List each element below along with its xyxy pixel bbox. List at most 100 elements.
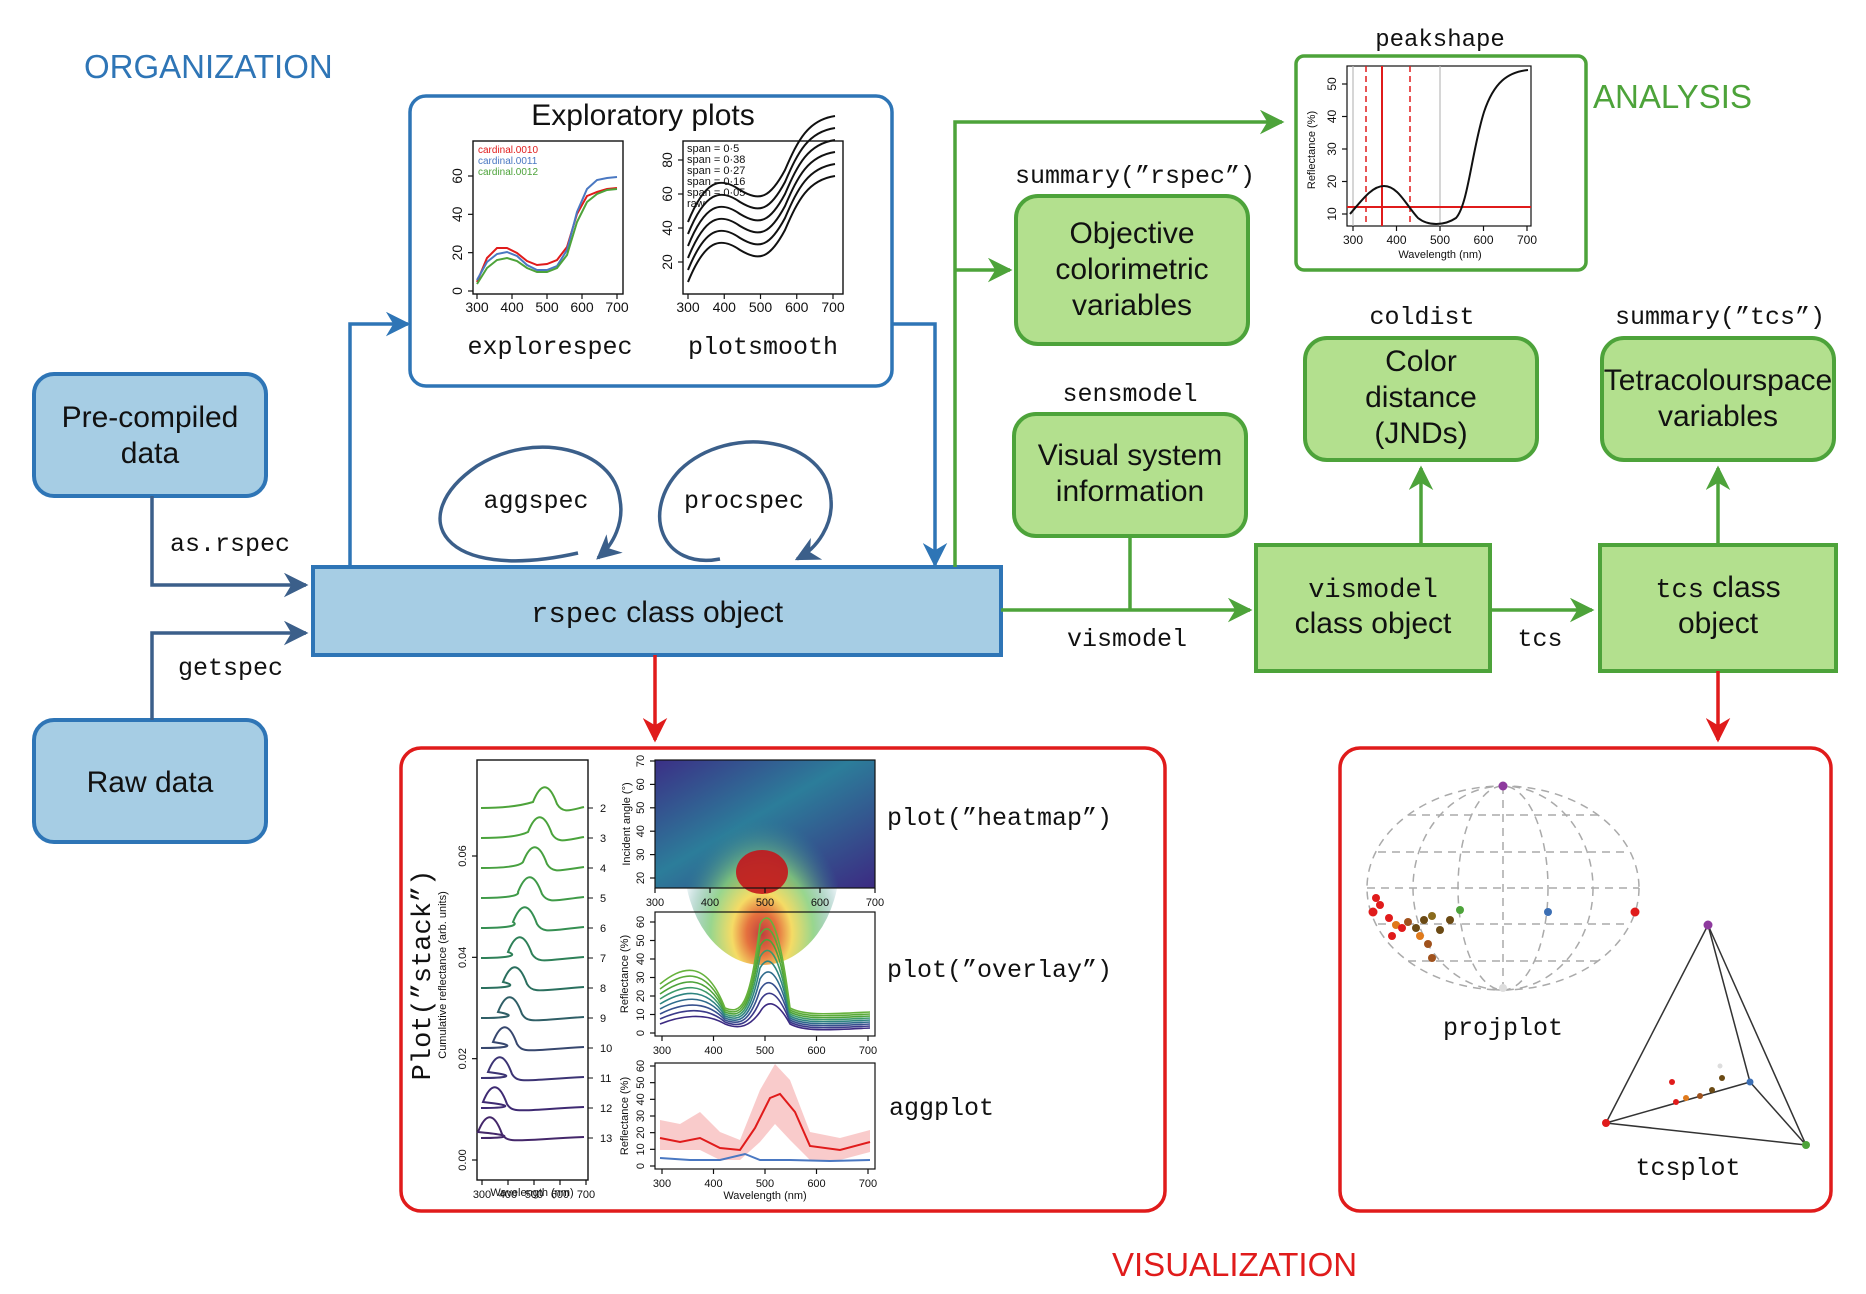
plotsmooth-ytick-label: 40 bbox=[659, 220, 675, 236]
stack-xtick-label: 400 bbox=[499, 1189, 517, 1201]
procspec-loop[interactable] bbox=[657, 440, 833, 563]
plotsmooth-curve bbox=[687, 175, 836, 283]
overlay-curve bbox=[659, 917, 871, 1015]
stack-xtick-label: 700 bbox=[577, 1189, 595, 1201]
projplot-point bbox=[1404, 918, 1412, 926]
rspec-class-object[interactable]: rspec class object bbox=[311, 565, 1003, 657]
peakshape-xtick-label: 600 bbox=[1473, 233, 1493, 247]
heatmap-xtick-label: 700 bbox=[866, 897, 884, 909]
stack-index-label: 11 bbox=[600, 1073, 611, 1085]
overlay-curve bbox=[659, 938, 871, 1019]
explorespec-series-blue bbox=[476, 176, 618, 281]
stack-ytick-label: 0.06 bbox=[457, 845, 469, 866]
heatmap-xtick-label: 300 bbox=[646, 897, 664, 909]
aggplot-fn-label: aggplot bbox=[889, 1094, 994, 1123]
overlay-xtick-label: 400 bbox=[704, 1045, 722, 1057]
precompiled-data-box[interactable]: Pre-compiled data bbox=[32, 372, 268, 498]
peakshape-ylabel: Reflectance (%) bbox=[1306, 111, 1318, 189]
summary-rspec-label: summary(”rspec”) bbox=[1015, 162, 1255, 191]
aggplot-xtick-label: 300 bbox=[653, 1178, 671, 1190]
stack-curve bbox=[480, 966, 585, 992]
aggplot-xtick-label: 600 bbox=[807, 1178, 825, 1190]
explorespec-ytick-label: 40 bbox=[449, 206, 465, 222]
overlay-plot: 300 400 500 600 700 0 10 20 30 40 50 60 Reflectance… bbox=[619, 911, 877, 1057]
visual-system-box[interactable]: Visual system information bbox=[1012, 412, 1248, 538]
overlay-ytick-label: 60 bbox=[635, 916, 647, 928]
stack-curve bbox=[480, 1026, 585, 1052]
aggplot-ytick-label: 60 bbox=[635, 1060, 647, 1072]
objective-line3: variables bbox=[1072, 289, 1192, 322]
stack-xtick-label: 300 bbox=[473, 1189, 491, 1201]
aggplot-xtick-label: 400 bbox=[704, 1178, 722, 1190]
plotsmooth-xtick-label: 700 bbox=[821, 299, 845, 315]
stack-axes: 300 400 500 600 700 0.00 0.02 0.04 0.06 bbox=[457, 845, 595, 1201]
plotsmooth-label: plotsmooth bbox=[688, 333, 838, 362]
heatmap-ytick-label: 70 bbox=[635, 755, 647, 767]
peakshape-xtick-label: 300 bbox=[1343, 233, 1363, 247]
overlay-ytick-label: 0 bbox=[635, 1030, 647, 1036]
stack-curve bbox=[480, 906, 585, 932]
overlay-xtick-label: 300 bbox=[653, 1045, 671, 1057]
heatmap-ytick-label: 60 bbox=[635, 778, 647, 790]
aggspec-loop[interactable] bbox=[438, 445, 623, 563]
projplot-point bbox=[1428, 912, 1436, 920]
stack-curve bbox=[480, 1056, 585, 1082]
tcsplot-label: tcsplot bbox=[1635, 1154, 1740, 1183]
aggplot-ytick-label: 40 bbox=[635, 1093, 647, 1105]
projplot-point bbox=[1372, 894, 1380, 902]
peakshape-xtick-label: 400 bbox=[1386, 233, 1406, 247]
peakshape-xlabel: Wavelength (nm) bbox=[1398, 249, 1481, 261]
aggplot-axes: 300 400 500 600 700 0 10 20 30 40 50 60 bbox=[635, 1060, 877, 1190]
plotsmooth-plot: 300 400 500 600 700 20 40 60 80 span = 0·5 span … bbox=[659, 115, 845, 315]
stack-index-label: 8 bbox=[600, 983, 606, 995]
explorespec-xtick-label: 400 bbox=[500, 299, 524, 315]
tetra-line2: variables bbox=[1658, 400, 1778, 433]
color-distance-box[interactable]: Color distance (JNDs) bbox=[1303, 336, 1539, 462]
overlay-ytick-label: 30 bbox=[635, 971, 647, 983]
peakshape-ytick-label: 40 bbox=[1325, 110, 1339, 124]
stack-index-label: 5 bbox=[600, 893, 606, 905]
plotsmooth-legend-2: span = 0·38 bbox=[687, 154, 745, 166]
plotsmooth-curve bbox=[687, 151, 836, 259]
peakshape-ytick-label: 20 bbox=[1325, 175, 1339, 189]
plotsmooth-ytick-label: 20 bbox=[659, 254, 675, 270]
section-visualization: VISUALIZATION bbox=[1112, 1246, 1357, 1283]
tcs-code: tcs bbox=[1655, 576, 1704, 606]
rspec-code: rspec bbox=[531, 598, 618, 631]
tcsplot bbox=[1602, 920, 1810, 1149]
stack-curve bbox=[480, 816, 585, 842]
procspec-label: procspec bbox=[684, 487, 804, 516]
overlay-curve bbox=[659, 981, 871, 1027]
raw-data-box[interactable]: Raw data bbox=[32, 718, 268, 844]
explorespec-plot: 300 400 500 600 700 0 20 40 60 cardinal.0010 car… bbox=[449, 140, 629, 315]
tetracolourspace-box[interactable]: Tetracolourspace variables bbox=[1600, 336, 1836, 462]
projplot-point bbox=[1398, 924, 1406, 932]
vismodel-class-object[interactable]: vismodel class object bbox=[1254, 543, 1492, 673]
explorespec-axes: 300 400 500 600 700 0 20 40 60 bbox=[449, 168, 629, 315]
plotsmooth-curve bbox=[687, 139, 836, 247]
plotsmooth-xtick-label: 300 bbox=[676, 299, 700, 315]
stack-index-label: 3 bbox=[600, 833, 606, 845]
peakshape-xtick-label: 700 bbox=[1517, 233, 1537, 247]
plotsmooth-legend-4: span = 0·16 bbox=[687, 176, 745, 188]
projplot-point bbox=[1446, 916, 1454, 924]
projplot-point bbox=[1392, 921, 1400, 929]
aggplot-plot: 300 400 500 600 700 0 10 20 30 40 50 60 Reflectance… bbox=[619, 1060, 877, 1202]
exploratory-title: Exploratory plots bbox=[531, 99, 754, 132]
projplot-point bbox=[1420, 916, 1428, 924]
stack-xtick-label: 600 bbox=[551, 1189, 569, 1201]
overlay-xtick-label: 600 bbox=[807, 1045, 825, 1057]
explorespec-xtick-label: 500 bbox=[535, 299, 559, 315]
aggplot-ytick-label: 0 bbox=[635, 1163, 647, 1169]
objective-colorimetric-box[interactable]: Objective colorimetric variables bbox=[1014, 194, 1250, 346]
precompiled-line1: Pre-compiled bbox=[62, 401, 239, 434]
projplot-point bbox=[1385, 914, 1393, 922]
peakshape-title: peakshape bbox=[1375, 27, 1505, 54]
heatmap-ytick-label: 20 bbox=[635, 872, 647, 884]
aggplot-ytick-label: 20 bbox=[635, 1127, 647, 1139]
exploratory-plots-box: Exploratory plots bbox=[408, 94, 894, 388]
tcs-class-object[interactable]: tcs class object bbox=[1598, 543, 1838, 673]
heatmap-fn-label: plot(”heatmap”) bbox=[887, 804, 1112, 833]
plotsmooth-ytick-label: 80 bbox=[659, 152, 675, 168]
